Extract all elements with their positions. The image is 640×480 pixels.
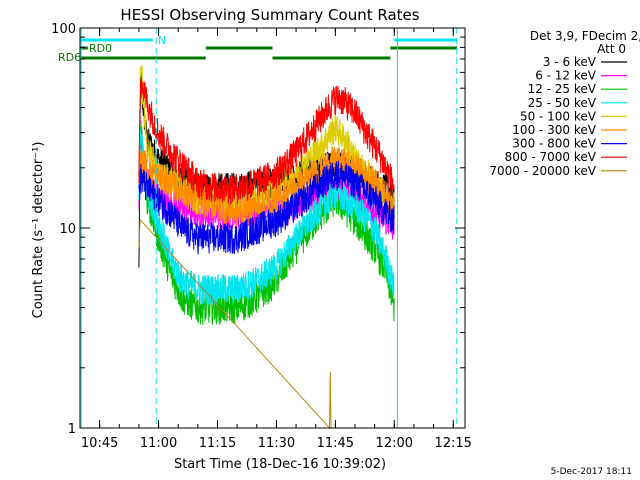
legend-label-300-800-kev: 300 - 800 keV: [512, 137, 596, 151]
series-line-300-800-kev: [138, 160, 395, 255]
y-axis-ticks: 1 10 100: [51, 22, 465, 437]
x-tick-label: 11:45: [317, 436, 354, 451]
legend-label-12-25-kev: 12 - 25 keV: [528, 82, 597, 96]
legend-label-800-7000-kev: 800 - 7000 keV: [505, 150, 597, 164]
legend-label-100-300-kev: 100 - 300 keV: [512, 123, 596, 137]
flag-layer: [80, 38, 458, 60]
y-axis-label: Count Rate (s⁻¹ detector⁻¹): [31, 142, 46, 319]
x-axis-ticks: 10:45 11:00 11:15 11:30 11:45 12:00 12:15: [79, 28, 472, 451]
x-tick-label: 10:45: [81, 436, 118, 451]
legend-label-7000-20000-kev: 7000 - 20000 keV: [489, 164, 596, 178]
x-tick-label: 12:00: [376, 436, 413, 451]
legend-label-3-6-kev: 3 - 6 keV: [543, 55, 597, 69]
x-tick-label: 11:00: [140, 436, 177, 451]
series-layer: [138, 64, 395, 430]
series-line-25-50-kev: [138, 128, 395, 306]
rd0-label: RD0: [89, 42, 112, 55]
legend-label-6-12-kev: 6 - 12 keV: [535, 69, 597, 83]
chart-title: HESSI Observing Summary Count Rates: [120, 6, 419, 24]
x-tick-label: 11:30: [258, 436, 295, 451]
n-label: N: [158, 34, 166, 47]
y-tick-label: 10: [59, 222, 76, 237]
series-line-800-7000-kev: [138, 78, 395, 205]
legend-label-50-100-kev: 50 - 100 keV: [520, 109, 597, 123]
x-tick-label: 12:15: [434, 436, 471, 451]
y-tick-label: 100: [51, 22, 76, 37]
legend-header-line1: Det 3,9, FDecim 2,: [530, 29, 640, 43]
rd6-label: RD6: [58, 51, 81, 64]
x-axis-label: Start Time (18-Dec-16 10:39:02): [174, 457, 386, 472]
y-tick-label: 1: [68, 422, 76, 437]
date-stamp: 5-Dec-2017 18:11: [551, 467, 632, 477]
legend-header-line2: Att 0: [597, 42, 626, 56]
legend-label-25-50-kev: 25 - 50 keV: [528, 96, 597, 110]
series-line-100-300-kev: [138, 146, 395, 228]
x-tick-label: 11:15: [199, 436, 236, 451]
